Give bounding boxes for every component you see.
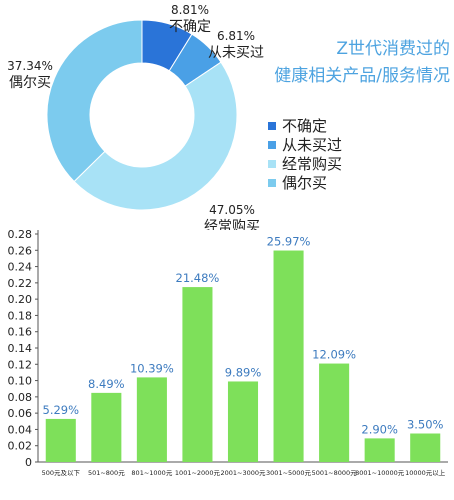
bar-value-label: 25.97% — [267, 235, 311, 249]
donut-slice-often-buy — [73, 61, 238, 211]
x-tick-label: 500元及以下 — [42, 469, 81, 477]
donut-category-label: 不确定 — [169, 19, 211, 35]
bar — [273, 250, 304, 462]
y-tick-label: 0.22 — [8, 277, 33, 290]
legend-label: 不确定 — [282, 117, 328, 135]
x-tick-label: 3001~5000元 — [266, 469, 312, 477]
y-tick-label: 0.26 — [8, 244, 33, 257]
bar-value-label: 10.39% — [130, 361, 174, 375]
bar — [182, 287, 213, 462]
donut-category-label: 从未买过 — [208, 45, 264, 61]
bar — [91, 392, 122, 462]
legend-swatch — [268, 121, 276, 130]
donut-value-label: 6.81% — [217, 29, 255, 43]
x-tick-label: 5001~8000元 — [312, 469, 358, 477]
legend-item-not-sure: 不确定 — [268, 116, 342, 135]
y-tick-label: 0.02 — [8, 440, 33, 453]
legend-swatch — [268, 178, 276, 187]
bar — [45, 418, 76, 462]
donut-category-label: 偶尔买 — [9, 75, 51, 91]
y-tick-label: 0.28 — [8, 228, 33, 241]
legend-item-never-bought: 从未买过 — [268, 135, 342, 154]
donut-chart: 8.81% 不确定 6.81% 从未买过 47.05% 经常购买 37.34% 偶尔买 — [7, 3, 264, 230]
y-tick-label: 0.20 — [8, 293, 33, 306]
x-tick-label: 10000元以上 — [405, 468, 446, 477]
x-tick-label: 2001~3000元 — [220, 469, 266, 477]
donut-value-label: 47.05% — [209, 203, 255, 217]
bar-value-label: 21.48% — [176, 271, 220, 285]
legend-swatch — [268, 140, 276, 149]
legend-item-often-buy: 经常购买 — [268, 154, 342, 173]
bar-value-label: 5.29% — [43, 403, 80, 417]
bar-value-label: 2.90% — [361, 422, 398, 436]
bar-value-label: 3.50% — [407, 418, 444, 432]
y-tick-label: 0 — [25, 456, 32, 469]
x-tick-label: 801~1000元 — [131, 469, 172, 477]
y-tick-label: 0.18 — [8, 309, 33, 322]
y-tick-label: 0.10 — [8, 375, 33, 388]
donut-legend: 不确定 从未买过 经常购买 偶尔买 — [268, 116, 342, 192]
legend-label: 从未买过 — [282, 136, 343, 154]
legend-label: 偶尔买 — [282, 174, 328, 192]
donut-slice-occasionally-buy — [46, 19, 143, 183]
chart-title-line-2: 健康相关产品/服务情况 — [274, 66, 450, 86]
bar-value-label: 8.49% — [88, 377, 125, 391]
x-tick-label: 1001~2000元 — [175, 469, 221, 477]
legend-swatch — [268, 159, 276, 168]
y-tick-label: 0.08 — [8, 391, 33, 404]
chart-title-line-1: Z世代消费过的 — [336, 39, 450, 59]
bar-value-label: 12.09% — [312, 348, 356, 362]
legend-item-occasionally-buy: 偶尔买 — [268, 173, 342, 192]
legend-label: 经常购买 — [282, 155, 343, 173]
bar — [136, 377, 167, 462]
x-tick-label: 501~800元 — [88, 469, 125, 477]
donut-value-label: 8.81% — [171, 3, 209, 17]
bar — [410, 433, 441, 462]
y-tick-label: 0.12 — [8, 358, 33, 371]
bar — [364, 438, 395, 462]
bar-value-label: 9.89% — [225, 365, 262, 379]
bar — [319, 363, 350, 462]
donut-category-label: 经常购买 — [204, 219, 260, 230]
y-tick-label: 0.24 — [8, 261, 33, 274]
y-tick-label: 0.06 — [8, 407, 33, 420]
x-tick-label: 8001~10000元 — [355, 469, 405, 477]
y-tick-label: 0.16 — [8, 326, 33, 339]
bar-chart: 0 0.02 0.04 0.06 0.08 0.10 0.12 0.14 0.16 0.18 0.2… — [8, 228, 448, 477]
donut-value-label: 37.34% — [7, 59, 53, 73]
y-tick-label: 0.04 — [8, 423, 33, 436]
y-tick-label: 0.14 — [8, 342, 33, 355]
chart-title: Z世代消费过的 健康相关产品/服务情况 — [250, 36, 450, 90]
bar — [227, 381, 259, 462]
